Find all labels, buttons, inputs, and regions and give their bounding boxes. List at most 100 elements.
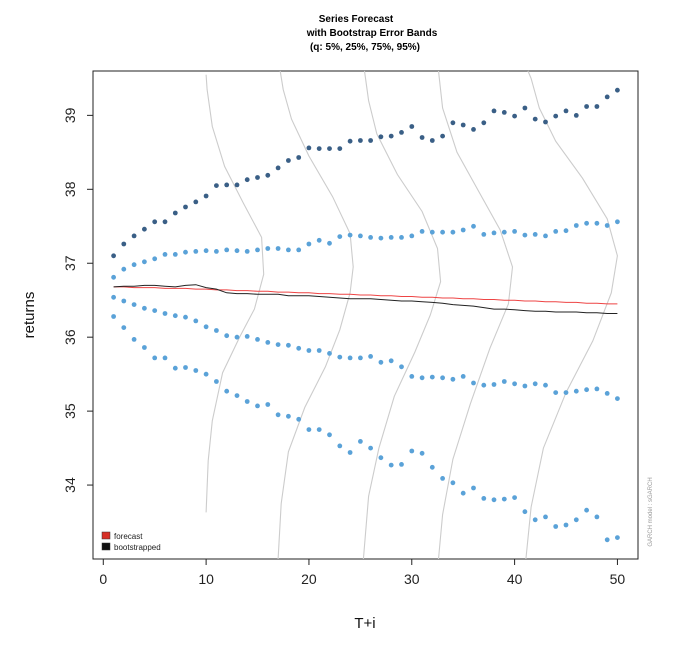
q25-point [573, 388, 579, 394]
q25-point [604, 391, 610, 396]
q25-point [522, 383, 528, 389]
q05-point [368, 445, 373, 451]
q95-point [399, 130, 404, 135]
q95-point [203, 193, 209, 199]
q25-point [594, 386, 600, 392]
q75-point [501, 229, 507, 235]
q95-point [162, 219, 168, 225]
q05-point [450, 480, 456, 486]
q25-point [265, 340, 271, 345]
q25-point [460, 374, 466, 379]
x-tick-label: 40 [507, 571, 523, 587]
q25-point [399, 364, 404, 370]
q95-point [501, 110, 507, 115]
q95-point [224, 182, 230, 188]
q25-point [131, 302, 137, 307]
q25-point [172, 313, 178, 319]
q75-point [286, 247, 291, 253]
q05-point [131, 337, 137, 342]
q25-point [419, 375, 425, 381]
q05-point [142, 345, 147, 350]
legend-swatch-bootstrapped [101, 542, 111, 551]
q75-point [450, 229, 456, 235]
q95-point [316, 146, 322, 152]
q75-point [327, 240, 332, 246]
q25-point [111, 294, 116, 300]
q05-point [522, 509, 528, 515]
x-tick-label: 30 [404, 571, 420, 587]
q05-point [388, 462, 394, 468]
legend: forecast bootstrapped [101, 531, 161, 552]
x-tick-label: 20 [301, 571, 317, 587]
x-axis: 0 10 20 30 40 50 [99, 559, 625, 587]
q25-point [553, 390, 559, 395]
q05-point [543, 514, 548, 520]
q95-point [214, 183, 219, 189]
q75-point [296, 247, 302, 253]
q05-point [193, 368, 199, 373]
q05-point [460, 490, 466, 496]
q25-point [450, 376, 456, 382]
q25-point [512, 381, 517, 387]
q05-point [491, 497, 497, 503]
q05-point [121, 325, 127, 330]
q95-point [142, 226, 147, 232]
q25-point [286, 342, 291, 348]
q05-point [532, 517, 538, 523]
q75-point [491, 230, 497, 236]
q05-point [111, 314, 116, 319]
q95-point [337, 146, 343, 152]
q75-point [460, 227, 466, 233]
q95-point [563, 108, 569, 114]
q05-point [471, 485, 476, 491]
bootstrapped-line [113, 284, 618, 314]
q75-point [152, 256, 158, 262]
q25-point [501, 379, 507, 384]
q25-point [224, 333, 230, 339]
q75-point [193, 249, 199, 254]
q95-point [532, 116, 538, 122]
q25-point [481, 382, 487, 388]
q95-point [419, 135, 425, 140]
q75-point [615, 219, 620, 225]
q25-point [121, 298, 127, 304]
x-tick-label: 10 [198, 571, 214, 587]
q95-point [573, 113, 579, 118]
q75-point [265, 246, 271, 251]
legend-label-bootstrapped: bootstrapped [114, 543, 161, 552]
q25-point [543, 382, 548, 388]
q05-point [337, 443, 343, 449]
q25-point [347, 355, 353, 361]
q75-point [522, 232, 528, 238]
y-tick-label: 34 [62, 477, 78, 493]
y-tick-label: 38 [62, 181, 78, 197]
q95-point [286, 158, 291, 163]
x-axis-label: T+i [354, 615, 375, 632]
q05-point [244, 399, 250, 404]
q05-point [183, 365, 188, 370]
q05-point [286, 413, 291, 419]
q05-point [440, 476, 445, 481]
q25-point [183, 314, 188, 320]
q75-point [142, 259, 147, 265]
q05-point [203, 371, 209, 377]
q25-point [234, 334, 240, 340]
q75-point [172, 252, 178, 257]
q75-point [255, 247, 260, 253]
q75-point [543, 233, 548, 239]
q05-point [378, 455, 384, 461]
q05-point [481, 496, 487, 501]
q05-point [255, 403, 260, 409]
q05-point [409, 448, 415, 454]
q05-point [162, 355, 168, 361]
y-tick-label: 36 [62, 329, 78, 345]
q95-point [388, 133, 394, 139]
q05-point [512, 495, 517, 500]
quantile-points [111, 87, 620, 543]
q75-point [481, 232, 487, 237]
q95-point [604, 94, 610, 100]
q25-point [214, 328, 219, 333]
q25-point [337, 354, 343, 360]
y-axis: 34 35 36 37 38 39 [62, 107, 93, 493]
q75-point [244, 249, 250, 254]
